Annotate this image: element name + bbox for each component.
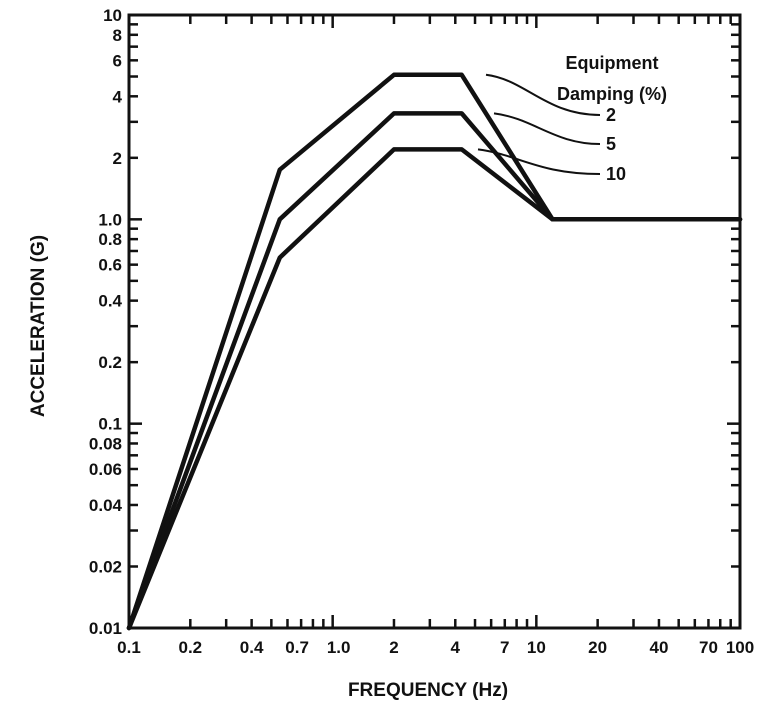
y-tick-label: 4 bbox=[113, 87, 123, 106]
x-tick-label: 0.7 bbox=[285, 638, 309, 657]
x-tick-label: 100 bbox=[726, 638, 754, 657]
y-tick-label: 0.08 bbox=[89, 434, 122, 453]
y-tick-label: 8 bbox=[113, 26, 122, 45]
y-tick-label: 0.02 bbox=[89, 557, 122, 576]
series-lines bbox=[126, 72, 743, 631]
x-tick-label: 1.0 bbox=[327, 638, 351, 657]
y-tick-label: 0.2 bbox=[98, 353, 122, 372]
x-tick-label: 10 bbox=[527, 638, 546, 657]
legend: Equipment Damping (%) 2 5 10 bbox=[477, 53, 667, 184]
series-line-damping-10 bbox=[126, 147, 743, 631]
x-tick-label: 4 bbox=[451, 638, 461, 657]
y-tick-label: 0.8 bbox=[98, 230, 122, 249]
y-tick-label: 6 bbox=[113, 51, 122, 70]
x-tick-label: 2 bbox=[389, 638, 398, 657]
axes: 0.1 0.2 0.4 0.7 1.0 2 4 7 10 20 40 70 100 0.01 0.02 0.0… bbox=[89, 6, 754, 657]
y-tick-label: 0.06 bbox=[89, 460, 122, 479]
legend-leader-line-2 bbox=[485, 73, 601, 116]
x-tick-label: 7 bbox=[500, 638, 509, 657]
plot-frame bbox=[127, 13, 742, 630]
x-tick-label: 40 bbox=[649, 638, 668, 657]
x-tick-label: 0.4 bbox=[240, 638, 264, 657]
x-tick-label: 20 bbox=[588, 638, 607, 657]
legend-label-10: 10 bbox=[606, 164, 626, 184]
legend-leader-line-10 bbox=[477, 148, 601, 175]
y-tick-label: 0.01 bbox=[89, 619, 122, 638]
y-tick-label: 0.6 bbox=[98, 256, 122, 275]
x-tick-label: 0.2 bbox=[178, 638, 202, 657]
legend-title-line-1: Equipment bbox=[566, 53, 659, 73]
y-tick-label: 0.04 bbox=[89, 496, 123, 515]
x-tick-label: 0.1 bbox=[117, 638, 141, 657]
y-tick-label: 0.4 bbox=[98, 292, 122, 311]
legend-leader-line-5 bbox=[493, 112, 601, 145]
y-tick-label: 1.0 bbox=[98, 210, 122, 229]
legend-label-2: 2 bbox=[606, 105, 616, 125]
x-axis-label: FREQUENCY (Hz) bbox=[348, 680, 508, 701]
series-line-damping-2 bbox=[126, 72, 743, 631]
legend-title-line-2: Damping (%) bbox=[557, 84, 667, 104]
y-tick-label: 2 bbox=[113, 149, 122, 168]
y-axis-label: ACCELERATION (G) bbox=[28, 235, 49, 417]
legend-label-5: 5 bbox=[606, 134, 616, 154]
x-tick-label: 70 bbox=[699, 638, 718, 657]
y-tick-label: 10 bbox=[103, 6, 122, 25]
y-tick-label: 0.1 bbox=[98, 415, 122, 434]
series-line-damping-5 bbox=[126, 111, 743, 631]
